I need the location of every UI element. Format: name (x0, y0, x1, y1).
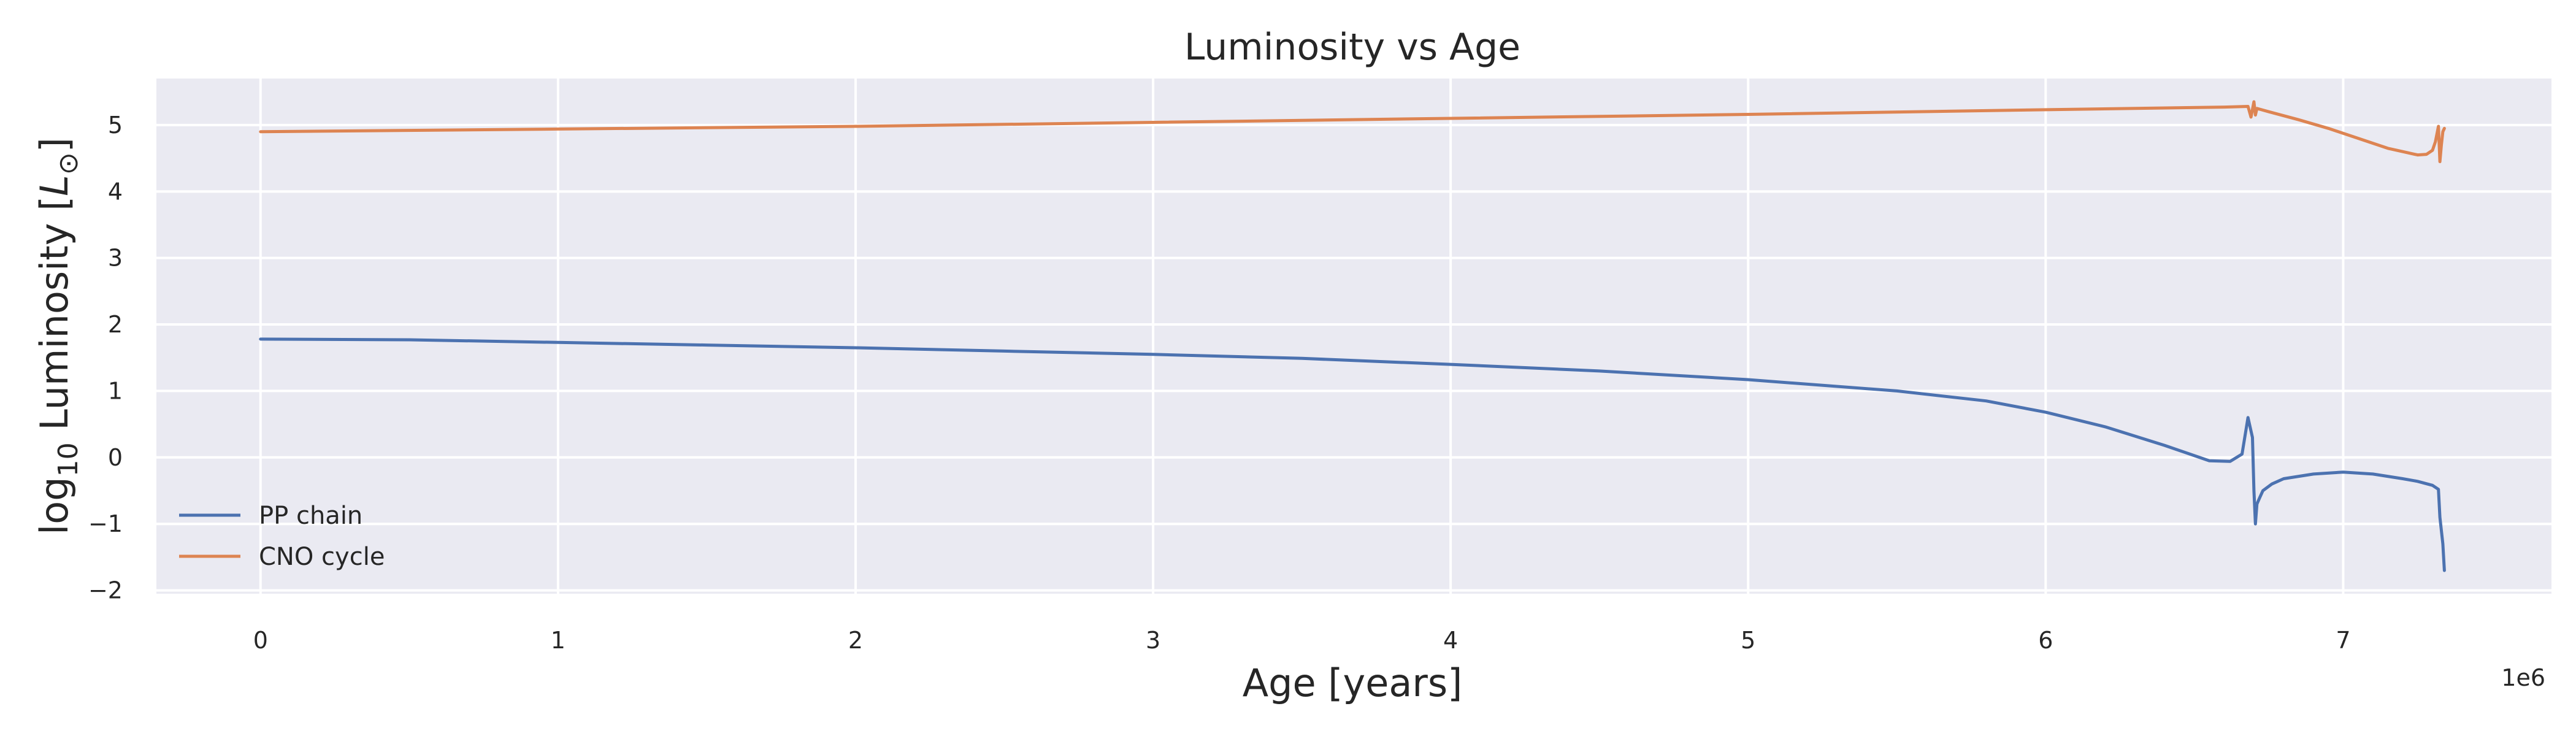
y-tick-label: 1 (108, 377, 123, 404)
y-tick-label: 5 (108, 112, 123, 139)
chart-title: Luminosity vs Age (1184, 26, 1520, 69)
x-tick-labels: 0 1 2 3 4 5 6 7 (253, 627, 2351, 654)
legend-label-pp-chain: PP chain (259, 502, 362, 530)
y-tick-label: 4 (108, 178, 123, 205)
x-tick-label: 7 (2336, 627, 2350, 654)
x-tick-label: 5 (1741, 627, 1755, 654)
series-layer (259, 100, 2446, 572)
y-tick-label: 3 (108, 245, 123, 272)
legend: PP chain CNO cycle (179, 502, 385, 571)
x-tick-label: 6 (2038, 627, 2053, 654)
y-axis-label: log10 Luminosity [L⊙] (32, 137, 84, 535)
series-line-pp-chain (259, 337, 2446, 572)
y-tick-label: 2 (108, 311, 123, 338)
x-tick-label: 0 (253, 627, 268, 654)
x-tick-label: 4 (1443, 627, 1458, 654)
x-offset-label: 1e6 (2501, 664, 2545, 691)
y-tick-label: −2 (88, 577, 123, 604)
y-tick-label: −1 (88, 510, 123, 537)
series-line-cno-cycle (259, 100, 2446, 163)
x-tick-label: 2 (848, 627, 863, 654)
x-tick-label: 3 (1146, 627, 1160, 654)
plot-area (156, 79, 2551, 594)
x-axis-label: Age [years] (1243, 661, 1463, 705)
x-tick-label: 1 (551, 627, 565, 654)
y-tick-label: 0 (108, 444, 123, 471)
y-tick-labels: −2 −1 0 1 2 3 4 5 (88, 112, 123, 604)
legend-label-cno-cycle: CNO cycle (259, 543, 385, 571)
grid (156, 79, 2551, 594)
